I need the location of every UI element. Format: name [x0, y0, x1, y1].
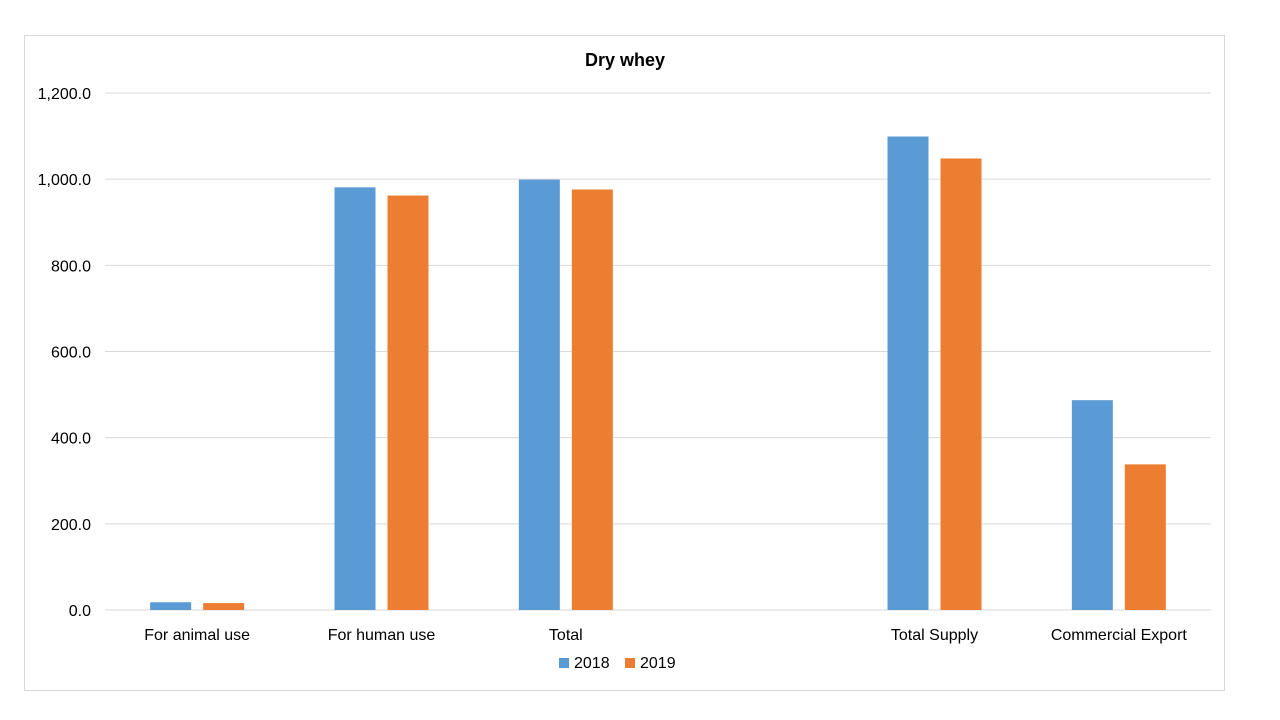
x-category-label: Total [549, 627, 583, 644]
x-category-label: For animal use [144, 627, 250, 644]
legend-label: 2019 [640, 655, 676, 672]
x-axis-category-labels: For animal use For human use Total Total Su… [144, 627, 1187, 644]
y-tick-label: 0.0 [69, 603, 91, 620]
x-category-label: Total Supply [891, 627, 978, 644]
y-tick-label: 200.0 [51, 517, 91, 534]
chart-svg: Dry whey 0.0 200.0 400.0 600.0 800.0 1,000.0 1… [38, 50, 1211, 672]
bar-2019 [571, 189, 613, 611]
legend: 2018 2019 [559, 655, 676, 672]
chart-title: Dry whey [585, 50, 665, 70]
legend-swatch-2018 [559, 658, 569, 668]
legend-label: 2018 [574, 655, 610, 672]
bar-2019 [940, 158, 982, 610]
gridlines [105, 92, 1211, 611]
x-category-label: Commercial Export [1051, 627, 1188, 644]
bar-2019 [387, 195, 429, 610]
y-tick-label: 400.0 [51, 431, 91, 448]
x-category-label: For human use [328, 627, 436, 644]
y-tick-label: 800.0 [51, 258, 91, 275]
bar-2019 [1124, 464, 1166, 610]
bar-2018 [518, 179, 560, 610]
bar-2018 [334, 187, 376, 611]
y-axis-tick-labels: 0.0 200.0 400.0 600.0 800.0 1,000.0 1,200.0 [38, 86, 91, 620]
y-tick-label: 1,200.0 [38, 86, 91, 103]
y-tick-label: 1,000.0 [38, 172, 91, 189]
legend-swatch-2019 [625, 658, 635, 668]
bar-2019 [203, 603, 245, 610]
bar-2018 [887, 136, 929, 610]
y-tick-label: 600.0 [51, 345, 91, 362]
bar-2018 [150, 602, 192, 610]
bars [150, 136, 1166, 611]
bar-2018 [1071, 400, 1113, 610]
chart-frame: Dry whey 0.0 200.0 400.0 600.0 800.0 1,000.0 1… [24, 35, 1225, 691]
